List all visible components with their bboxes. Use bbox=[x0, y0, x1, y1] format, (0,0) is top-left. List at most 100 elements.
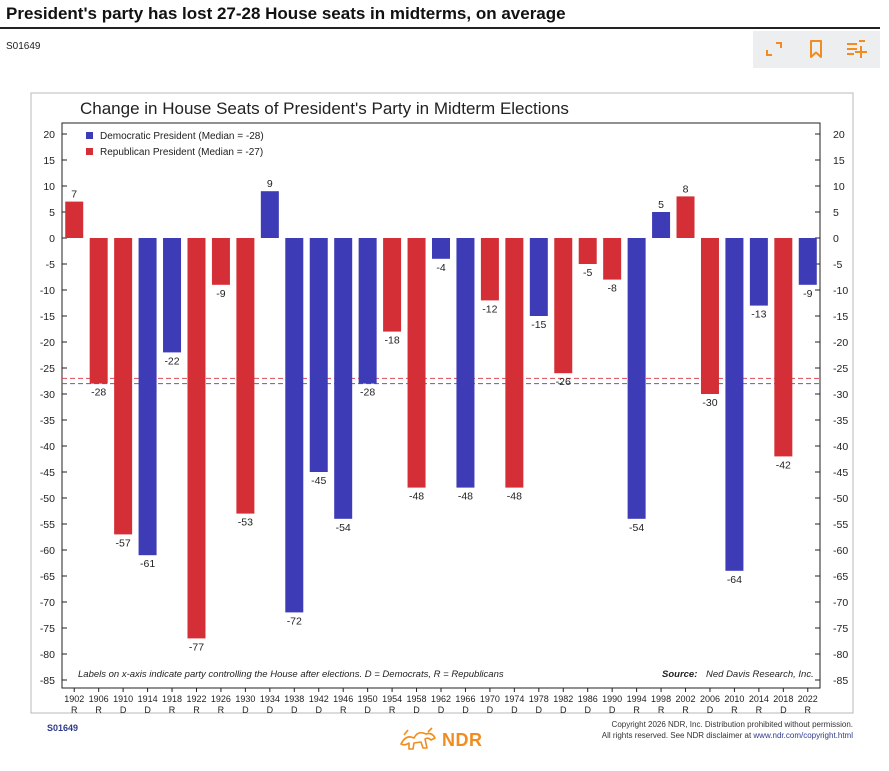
x-tick-label-year: 1910 bbox=[113, 694, 133, 704]
y-tick-label-right: -80 bbox=[833, 649, 848, 661]
data-label-2018: -42 bbox=[776, 459, 791, 471]
x-tick-label-party: R bbox=[95, 705, 102, 715]
data-label-1982: -26 bbox=[556, 376, 571, 388]
x-tick-label-year: 1970 bbox=[480, 694, 500, 704]
data-label-1974: -48 bbox=[507, 491, 522, 503]
y-tick-label-right: 10 bbox=[833, 181, 845, 193]
x-tick-label-party: D bbox=[462, 705, 469, 715]
bar-2002 bbox=[676, 196, 695, 238]
x-tick-label-party: D bbox=[315, 705, 322, 715]
bar-1922 bbox=[187, 238, 206, 639]
x-tick-label-year: 1934 bbox=[260, 694, 280, 704]
x-tick-label-year: 1926 bbox=[211, 694, 231, 704]
x-tick-label-party: R bbox=[633, 705, 640, 715]
data-label-2010: -64 bbox=[727, 574, 742, 586]
x-tick-label-year: 1946 bbox=[333, 694, 353, 704]
data-label-1946: -54 bbox=[336, 522, 351, 534]
x-tick-label-party: D bbox=[707, 705, 714, 715]
data-label-1962: -4 bbox=[436, 262, 445, 274]
x-tick-label-year: 1962 bbox=[431, 694, 451, 704]
x-tick-label-party: D bbox=[780, 705, 787, 715]
x-tick-label-year: 2006 bbox=[700, 694, 720, 704]
x-tick-label-party: R bbox=[805, 705, 812, 715]
ndr-logo: NDR bbox=[398, 725, 483, 755]
y-tick-label: -50 bbox=[40, 493, 55, 505]
data-label-1930: -53 bbox=[238, 517, 253, 529]
x-tick-label-year: 1982 bbox=[553, 694, 573, 704]
y-tick-label-right: 20 bbox=[833, 129, 845, 141]
add-to-list-button[interactable] bbox=[844, 37, 868, 61]
bar-1946 bbox=[334, 238, 353, 519]
y-tick-label-right: -75 bbox=[833, 623, 848, 635]
bar-2018 bbox=[774, 238, 793, 457]
y-tick-label: -80 bbox=[40, 649, 55, 661]
chart-frame bbox=[30, 92, 854, 714]
bar-1958 bbox=[407, 238, 426, 488]
y-tick-label: -65 bbox=[40, 571, 55, 583]
x-tick-label-party: D bbox=[242, 705, 249, 715]
bar-1902 bbox=[65, 201, 84, 238]
y-tick-label: -75 bbox=[40, 623, 55, 635]
x-tick-label-year: 2014 bbox=[749, 694, 769, 704]
data-label-1954: -18 bbox=[385, 335, 400, 347]
copyright-link[interactable]: www.ndr.com/copyright.html bbox=[753, 731, 853, 740]
y-tick-label: -10 bbox=[40, 285, 55, 297]
x-tick-label-party: D bbox=[267, 705, 274, 715]
y-tick-label-right: -60 bbox=[833, 545, 848, 557]
y-tick-label-right: -40 bbox=[833, 441, 848, 453]
x-tick-label-party: R bbox=[658, 705, 665, 715]
y-tick-label-right: 0 bbox=[833, 233, 839, 245]
x-tick-label-party: D bbox=[487, 705, 494, 715]
y-tick-label: -20 bbox=[40, 337, 55, 349]
x-tick-label-year: 1942 bbox=[309, 694, 329, 704]
data-label-1910: -57 bbox=[116, 537, 131, 549]
data-label-2002: 8 bbox=[683, 183, 689, 195]
x-tick-label-party: D bbox=[413, 705, 420, 715]
x-tick-label-party: D bbox=[364, 705, 371, 715]
chart-toolbar bbox=[753, 31, 880, 68]
ndr-logo-text: NDR bbox=[442, 729, 483, 750]
x-tick-label-party: R bbox=[71, 705, 78, 715]
y-tick-label: 5 bbox=[49, 207, 55, 219]
x-tick-label-year: 2022 bbox=[798, 694, 818, 704]
data-label-2022: -9 bbox=[803, 288, 812, 300]
bar-1978 bbox=[529, 238, 548, 316]
y-tick-label-right: -70 bbox=[833, 597, 848, 609]
bar-1970 bbox=[480, 238, 499, 301]
y-tick-label-right: -55 bbox=[833, 519, 848, 531]
x-tick-label-year: 1954 bbox=[382, 694, 402, 704]
data-label-2014: -13 bbox=[751, 309, 766, 321]
bar-1950 bbox=[358, 238, 377, 384]
bar-1906 bbox=[89, 238, 108, 384]
data-label-2006: -30 bbox=[702, 397, 717, 409]
bar-1954 bbox=[383, 238, 402, 332]
bookmark-button[interactable] bbox=[804, 37, 828, 61]
legend-swatch-democratic bbox=[86, 132, 93, 139]
data-label-1998: 5 bbox=[658, 199, 664, 211]
data-label-1966: -48 bbox=[458, 491, 473, 503]
bar-1982 bbox=[554, 238, 573, 374]
expand-button[interactable] bbox=[762, 37, 786, 61]
x-tick-label-party: D bbox=[584, 705, 591, 715]
source-label: Source: bbox=[662, 669, 697, 680]
x-tick-label-year: 1918 bbox=[162, 694, 182, 704]
chart-title: Change in House Seats of President's Par… bbox=[80, 99, 569, 118]
y-tick-label: 0 bbox=[49, 233, 55, 245]
y-tick-label-right: -10 bbox=[833, 285, 848, 297]
x-tick-label-party: R bbox=[756, 705, 763, 715]
x-tick-label-party: R bbox=[682, 705, 689, 715]
bar-1926 bbox=[211, 238, 230, 285]
source-text: Ned Davis Research, Inc. bbox=[706, 669, 814, 680]
y-tick-label-right: -35 bbox=[833, 415, 848, 427]
bar-1994 bbox=[627, 238, 646, 519]
data-label-1986: -5 bbox=[583, 267, 592, 279]
data-label-1950: -28 bbox=[360, 387, 375, 399]
x-tick-label-party: D bbox=[511, 705, 518, 715]
copyright-line-2: All rights reserved. See NDR disclaimer … bbox=[601, 731, 754, 740]
bar-2006 bbox=[700, 238, 719, 394]
x-tick-label-party: D bbox=[120, 705, 127, 715]
playlist-add-icon bbox=[847, 40, 867, 58]
y-tick-label-right: -15 bbox=[833, 311, 848, 323]
bar-1974 bbox=[505, 238, 524, 488]
x-tick-label-year: 1966 bbox=[455, 694, 475, 704]
